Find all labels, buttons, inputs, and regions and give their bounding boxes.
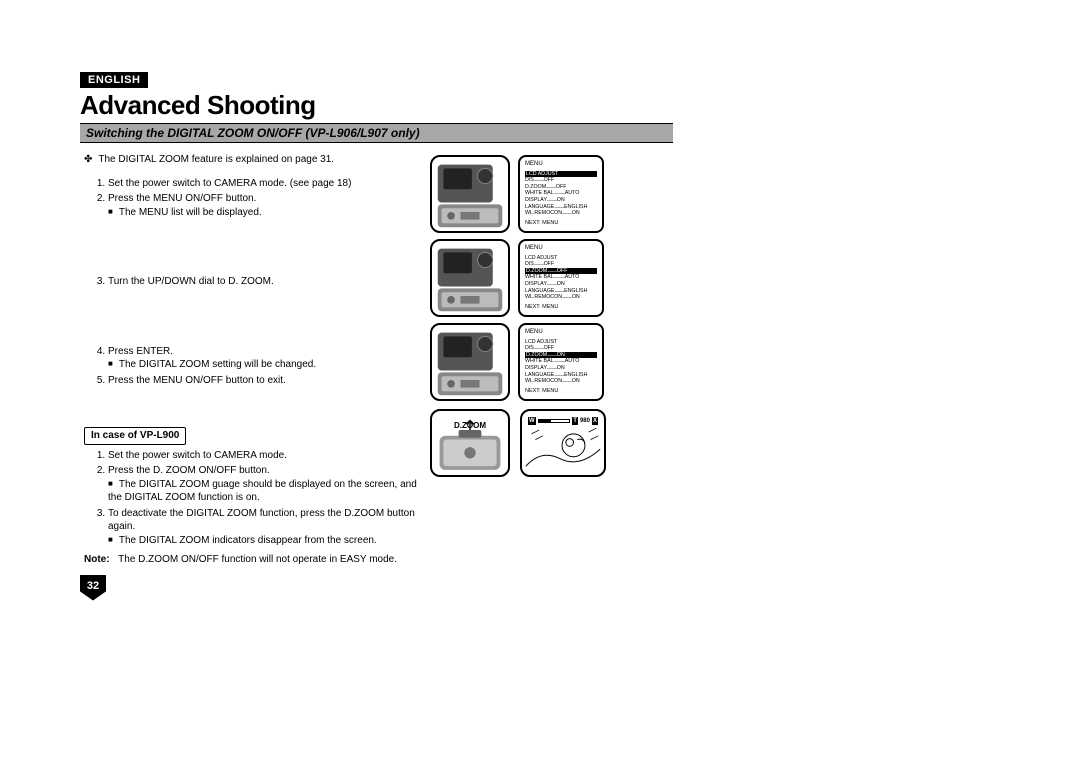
- menu-screen-3: MENULCD ADJUSTDIS..........OFFD.ZOOM....…: [518, 323, 604, 401]
- camera-icon: [432, 325, 508, 399]
- dzoom-screen-illustration: W T 980 X: [520, 409, 606, 477]
- steps-group-a: Set the power switch to CAMERA mode. (se…: [84, 177, 420, 220]
- step-4-sub-text: The DIGITAL ZOOM setting will be changed…: [108, 358, 420, 372]
- intro-text: The DIGITAL ZOOM feature is explained on…: [84, 153, 420, 167]
- camera-illustration-3: [430, 323, 510, 401]
- step-3: Turn the UP/DOWN dial to D. ZOOM.: [108, 275, 420, 289]
- note-row: Note: The D.ZOOM ON/OFF function will no…: [84, 553, 420, 567]
- content-area: The DIGITAL ZOOM feature is explained on…: [80, 143, 673, 567]
- step-2: Press the MENU ON/OFF button. The MENU l…: [108, 192, 420, 219]
- step-b2-sub-text: The DIGITAL ZOOM guage should be display…: [108, 478, 420, 505]
- step-b2-sub: The DIGITAL ZOOM guage should be display…: [108, 478, 420, 505]
- step-1: Set the power switch to CAMERA mode. (se…: [108, 177, 420, 191]
- step-b2-text: Press the D. ZOOM ON/OFF button.: [108, 465, 270, 476]
- section-subtitle: Switching the DIGITAL ZOOM ON/OFF (VP-L9…: [80, 123, 673, 143]
- dzoom-scene-icon: [522, 411, 604, 476]
- camera-illustration-2: [430, 239, 510, 317]
- step-b3: To deactivate the DIGITAL ZOOM function,…: [108, 507, 420, 548]
- illustration-column: MENULCD ADJUSTDIS..........OFFD.ZOOM....…: [430, 155, 670, 477]
- steps-group-a3: Press ENTER. The DIGITAL ZOOM setting wi…: [84, 345, 420, 388]
- instruction-column: The DIGITAL ZOOM feature is explained on…: [80, 143, 420, 567]
- camera-icon: [432, 241, 508, 315]
- step-4: Press ENTER. The DIGITAL ZOOM setting wi…: [108, 345, 420, 372]
- step-b3-sub: The DIGITAL ZOOM indicators disappear fr…: [108, 534, 420, 548]
- manual-page: ENGLISH Advanced Shooting Switching the …: [80, 70, 673, 567]
- step-4-text: Press ENTER.: [108, 346, 173, 357]
- subsection-heading: In case of VP-L900: [84, 427, 186, 445]
- step-b2: Press the D. ZOOM ON/OFF button. The DIG…: [108, 464, 420, 505]
- step-2-sub: The MENU list will be displayed.: [108, 206, 420, 220]
- step-2-sub-text: The MENU list will be displayed.: [108, 206, 420, 220]
- camera-illustration-1: [430, 155, 510, 233]
- step-b1: Set the power switch to CAMERA mode.: [108, 449, 420, 463]
- illus-row-1: MENULCD ADJUSTDIS..........OFFD.ZOOM....…: [430, 155, 670, 233]
- step-b3-sub-text: The DIGITAL ZOOM indicators disappear fr…: [108, 534, 420, 548]
- illus-row-3: MENULCD ADJUSTDIS..........OFFD.ZOOM....…: [430, 323, 670, 401]
- language-badge: ENGLISH: [80, 72, 148, 88]
- step-b3-text: To deactivate the DIGITAL ZOOM function,…: [108, 508, 415, 533]
- step-2-text: Press the MENU ON/OFF button.: [108, 193, 256, 204]
- note-text: The D.ZOOM ON/OFF function will not oper…: [118, 554, 397, 565]
- dzoom-label: D.ZOOM: [454, 421, 486, 432]
- step-5: Press the MENU ON/OFF button to exit.: [108, 374, 420, 388]
- menu-screen-2: MENULCD ADJUSTDIS..........OFFD.ZOOM....…: [518, 239, 604, 317]
- step-4-sub: The DIGITAL ZOOM setting will be changed…: [108, 358, 420, 372]
- note-label: Note:: [84, 554, 110, 565]
- page-title: Advanced Shooting: [80, 90, 673, 121]
- steps-group-a2: Turn the UP/DOWN dial to D. ZOOM.: [84, 275, 420, 289]
- steps-group-b: Set the power switch to CAMERA mode. Pre…: [84, 449, 420, 548]
- page-number-badge: 32: [80, 575, 106, 601]
- menu-screen-1: MENULCD ADJUSTDIS..........OFFD.ZOOM....…: [518, 155, 604, 233]
- camera-icon: [432, 157, 508, 231]
- illus-row-2: MENULCD ADJUSTDIS..........OFFD.ZOOM....…: [430, 239, 670, 317]
- illus-row-dzoom: D.ZOOM W T 980 X: [430, 409, 670, 477]
- dzoom-camera-illustration: D.ZOOM: [430, 409, 510, 477]
